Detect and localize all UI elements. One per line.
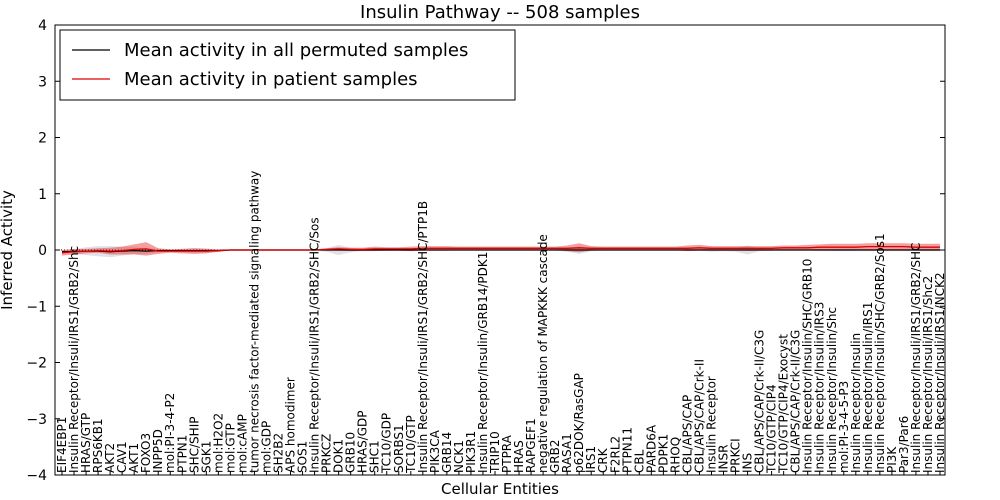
y-axis-label: Inferred Activity — [0, 190, 16, 310]
x-tick-label: INSR — [717, 445, 731, 473]
x-tick-label: HRAS/GTP — [79, 413, 93, 473]
chart-title: Insulin Pathway -- 508 samples — [360, 2, 640, 23]
x-tick-label: SOS1 — [296, 441, 310, 473]
x-tick-label: Insulin Receptor/Insulin/IRS3 — [813, 302, 827, 473]
x-tick-label: tumor necrosis factor-mediated signaling… — [247, 171, 261, 473]
x-tick-label: Insulin Receptor/Insulin/GRB14/PDK1 — [476, 252, 490, 473]
x-tick-label: GRB10 — [344, 432, 358, 473]
x-tick-label: CBL — [632, 449, 646, 473]
legend-entry-2: Mean activity in patient samples — [124, 69, 418, 90]
legend-entry-1: Mean activity in all permuted samples — [124, 40, 468, 61]
x-tick-label: NCK1 — [452, 440, 466, 473]
x-tick-label: Insulin Receptor/Insuli/IRS1/GRB2/SHC/So… — [308, 217, 322, 473]
x-tick-label: INS — [741, 453, 755, 473]
x-tick-label: AKT1 — [127, 443, 141, 473]
y-tick-label: −4 — [26, 468, 47, 484]
x-tick-label: TC10/GTP/CIP4 — [765, 384, 779, 474]
x-tick-label: PRKCI — [729, 438, 743, 473]
x-tick-label: PARD6A — [644, 424, 658, 473]
x-tick-label: Insulin Receptor/Insulin/IRS1 — [861, 302, 875, 473]
x-tick-label: Insulin Receptor/Insuli/IRS1/Shc2 — [921, 276, 935, 473]
x-tick-label: Insulin Receptor/Insuli/IRS1/NCK2 — [933, 272, 947, 473]
x-tick-label: RASA1 — [560, 433, 574, 473]
x-tick-label: PIK3R1 — [464, 431, 478, 473]
x-tick-label: TC10/GTP — [404, 415, 418, 474]
x-tick-label: mol:cAMP — [235, 414, 249, 473]
x-tick-label: IRS1 — [584, 446, 598, 473]
y-axis: −4 −3 −2 −1 0 1 2 3 4 — [26, 18, 945, 484]
x-tick-label: RHOQ — [668, 437, 682, 473]
y-tick-label: 4 — [38, 18, 47, 34]
x-tick-label: p62DOK/RasGAP — [572, 373, 586, 473]
x-tick-label: INPP5D — [151, 429, 165, 473]
x-tick-label: PDPK1 — [656, 434, 670, 473]
x-tick-label: PTPN11 — [620, 427, 634, 473]
x-tick-label: Insulin Receptor/Insulin/Shc — [825, 307, 839, 473]
x-tick-label: Insulin Receptor/Insuli/IRS1/GRB2/SHC — [909, 243, 923, 473]
x-tick-label: DOK1 — [332, 439, 346, 473]
x-tick-label: mol:GTP — [223, 423, 237, 473]
x-tick-label: APS homodimer — [284, 377, 298, 473]
series-line-2 — [61, 245, 940, 254]
legend-box — [59, 29, 516, 101]
x-tick-label: SHC1 — [368, 440, 382, 473]
x-tick-label: CBL/APS/CAP — [680, 395, 694, 473]
x-tick-label: AKT2 — [103, 443, 117, 473]
x-tick-label: HRAS/GDP — [356, 410, 370, 473]
legend: Mean activity in all permuted samples Mea… — [59, 29, 516, 101]
x-tick-label: TRIP10 — [488, 431, 502, 474]
x-tick-label: mol:PI-3-4-5-P3 — [837, 381, 851, 473]
x-tick-label: PI3K — [885, 446, 899, 473]
x-tick-label: SGK1 — [199, 441, 213, 473]
x-tick-label: RPS6KB1 — [91, 418, 105, 473]
x-tick-label: Insulin Receptor/Insuli/IRS1/GRB2/Shc — [67, 246, 81, 473]
x-tick-label: CBL/APS/CAP/Crk-II — [693, 359, 707, 473]
x-tick-label: FOXO3 — [139, 433, 153, 473]
y-tick-label: 0 — [38, 243, 47, 259]
x-tick-label: Insulin Receptor/Insulin — [849, 333, 863, 473]
x-tick-label: RAPGEF1 — [524, 418, 538, 473]
y-tick-label: 3 — [38, 74, 47, 90]
x-tick-label: EIF4EBP1 — [55, 417, 69, 473]
x-tick-label: PTPN1 — [175, 435, 189, 473]
x-tick-label: SORBS1 — [392, 424, 406, 473]
x-tick-label: SH2B2 — [272, 433, 286, 473]
x-tick-label: CBL/APS/CAP/Crk-II/C3G — [753, 330, 767, 473]
x-tick-label: SHC/SHIP — [187, 417, 201, 473]
x-tick-label: Insulin Receptor/Insulin/SHC/GRB2/Sos1 — [873, 233, 887, 473]
plot-area — [55, 242, 945, 258]
x-tick-label: GRB2 — [548, 439, 562, 473]
x-tick-label: PRKCZ — [320, 434, 334, 473]
y-tick-label: −3 — [26, 412, 47, 428]
y-tick-label: −2 — [26, 356, 47, 372]
x-tick-label: CBL/APS/CAP/Crk-II/C3G — [789, 330, 803, 473]
x-tick-label: Insulin Receptor/Insuli/IRS1/GRB2/SHC/PT… — [416, 201, 430, 473]
x-tick-label: PIK3CA — [428, 429, 442, 473]
x-tick-label: Par3/Par6 — [897, 416, 911, 473]
x-tick-label: TC10/GTP/CIP4/Exocyst — [777, 334, 791, 474]
y-tick-label: −1 — [26, 299, 47, 315]
x-tick-label: TC10/GDP — [380, 413, 394, 474]
x-tick-label: mol:GDP — [260, 421, 274, 473]
x-tick-label: mol:PI-3-4-P2 — [163, 393, 177, 473]
x-tick-label: CRK — [596, 447, 610, 473]
x-tick-label: negative regulation of MAPKKK cascade — [536, 234, 550, 473]
x-tick-label: CAV1 — [115, 441, 129, 473]
x-tick-label: HRAS — [512, 440, 526, 473]
x-tick-label: mol:H2O2 — [211, 413, 225, 473]
x-tick-label: Insulin Receptor — [705, 376, 719, 473]
x-tick-label: PTPRA — [500, 434, 514, 473]
x-tick-label: Insulin Receptor/Insulin/SHC/GRB10 — [801, 259, 815, 473]
x-axis-label: Cellular Entities — [441, 480, 559, 498]
x-tick-label: F2RL2 — [608, 436, 622, 473]
y-tick-label: 2 — [38, 131, 47, 147]
y-tick-label: 1 — [38, 187, 47, 203]
x-tick-label: GRB14 — [440, 432, 454, 473]
